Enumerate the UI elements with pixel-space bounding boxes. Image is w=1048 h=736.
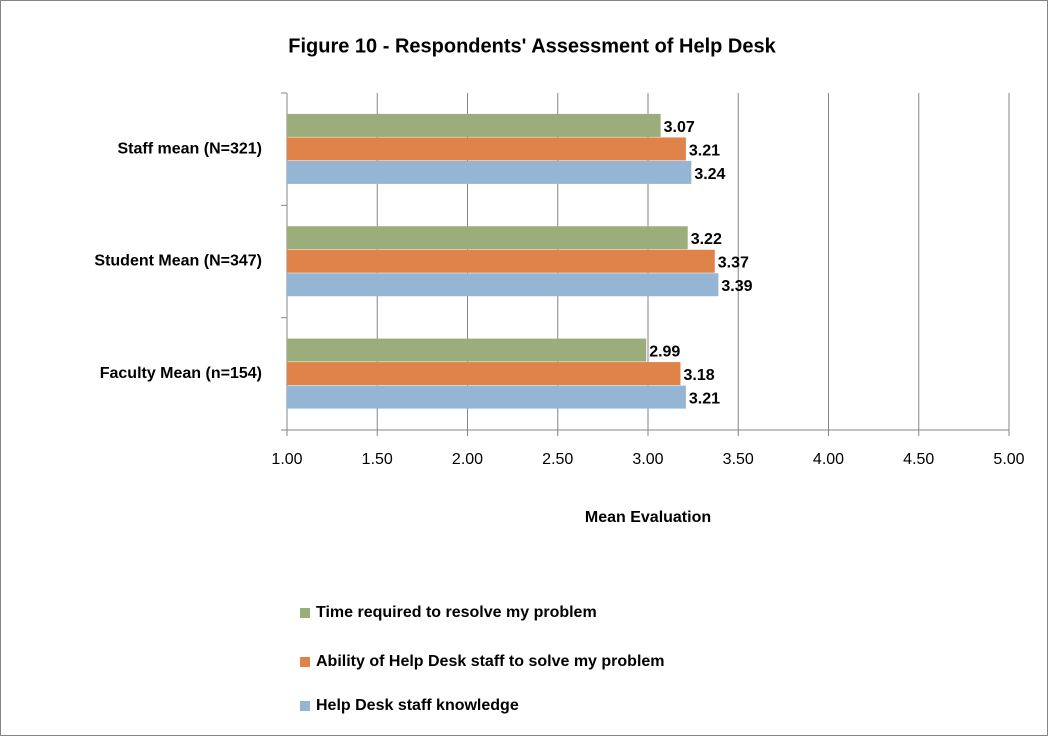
legend-swatch	[300, 701, 310, 711]
x-tick-label: 4.00	[813, 451, 844, 468]
x-tick-label: 1.00	[271, 451, 302, 468]
y-tick-label: Student Mean (N=347)	[94, 253, 262, 270]
chart-title: Figure 10 - Respondents' Assessment of H…	[288, 35, 776, 57]
data-label: 3.21	[689, 391, 720, 408]
x-axis-label: Mean Evaluation	[585, 509, 711, 526]
y-tick-label: Staff mean (N=321)	[118, 140, 263, 157]
y-tick-label: Faculty Mean (n=154)	[100, 365, 262, 382]
bar	[287, 137, 686, 161]
x-tick-label: 1.50	[362, 451, 393, 468]
data-label: 3.24	[694, 166, 725, 183]
bar	[287, 385, 686, 409]
data-label: 3.22	[691, 231, 722, 248]
legend-label: Ability of Help Desk staff to solve my p…	[316, 653, 665, 670]
x-tick-label: 4.50	[903, 451, 934, 468]
x-tick-label: 2.50	[542, 451, 573, 468]
legend-label: Help Desk staff knowledge	[316, 697, 519, 714]
data-label: 3.39	[721, 278, 752, 295]
bar	[287, 273, 719, 297]
data-label: 3.21	[689, 142, 720, 159]
bar	[287, 160, 692, 184]
data-label: 2.99	[649, 344, 680, 361]
bar	[287, 113, 661, 137]
data-label: 3.37	[718, 255, 749, 272]
bar	[287, 249, 715, 273]
data-label: 3.07	[664, 119, 695, 136]
legend-swatch	[300, 608, 310, 618]
bar	[287, 338, 647, 362]
legend-swatch	[300, 657, 310, 667]
bar	[287, 362, 681, 386]
bar	[287, 226, 688, 250]
x-tick-label: 2.00	[452, 451, 483, 468]
x-tick-label: 5.00	[993, 451, 1024, 468]
data-label: 3.18	[683, 367, 714, 384]
x-tick-label: 3.00	[632, 451, 663, 468]
legend-label: Time required to resolve my problem	[316, 604, 597, 621]
x-tick-label: 3.50	[723, 451, 754, 468]
